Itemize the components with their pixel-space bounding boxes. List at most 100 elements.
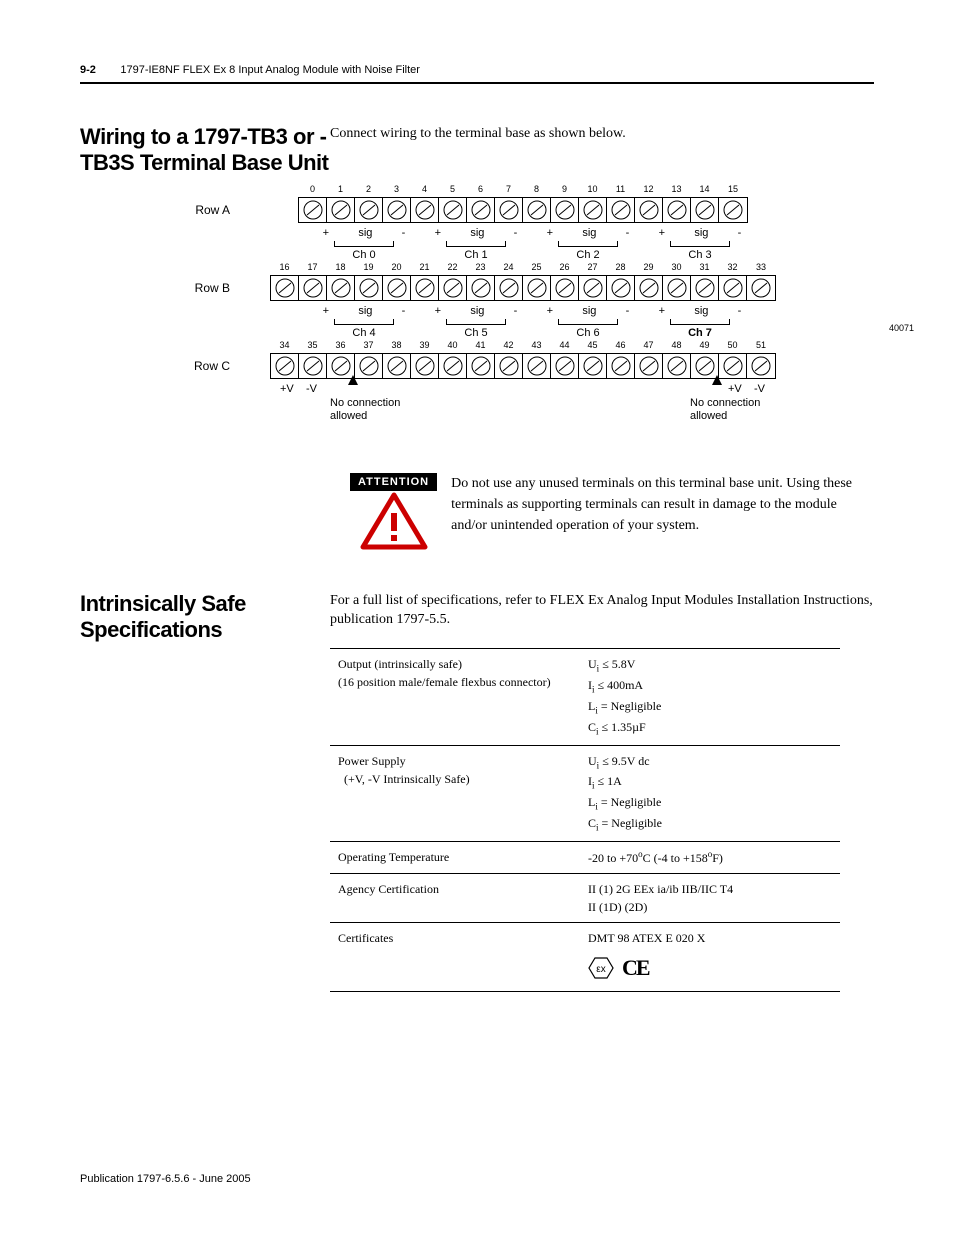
spec-value: Ui ≤ 9.5V dcIi ≤ 1ALi = NegligibleCi = N… bbox=[580, 745, 840, 842]
terminal: 0 bbox=[299, 198, 327, 222]
terminal: 11 bbox=[607, 198, 635, 222]
terminal: 38 bbox=[383, 354, 411, 378]
spec-value: DMT 98 ATEX E 020 XεxCE bbox=[580, 923, 840, 992]
section-title-wiring: Wiring to a 1797-TB3 or -TB3S Terminal B… bbox=[80, 124, 330, 177]
channel-label: Ch 5 bbox=[464, 327, 487, 339]
arrow-up-icon bbox=[348, 375, 358, 387]
terminal: 10 bbox=[579, 198, 607, 222]
sig-mark: sig bbox=[470, 227, 484, 239]
minusv-right: -V bbox=[754, 383, 765, 395]
terminal: 30 bbox=[663, 276, 691, 300]
sig-mark: sig bbox=[358, 305, 372, 317]
row-a-label: Row A bbox=[80, 203, 240, 217]
ce-mark-icon: CE bbox=[622, 951, 649, 984]
spec-table: Output (intrinsically safe)(16 position … bbox=[330, 648, 840, 992]
ex-mark-icon: εx bbox=[588, 956, 614, 980]
channel-group: + sig - Ch 2 bbox=[532, 227, 644, 261]
spec-value: II (1) 2G EEx ia/ib IIB/IIC T4II (1D) (2… bbox=[580, 874, 840, 923]
terminal: 19 bbox=[355, 276, 383, 300]
channel-group: +sig-Ch 4 bbox=[308, 305, 420, 339]
channel-label: Ch 2 bbox=[576, 249, 599, 261]
terminal: 6 bbox=[467, 198, 495, 222]
terminal: 45 bbox=[579, 354, 607, 378]
terminal: 28 bbox=[607, 276, 635, 300]
sig-mark: + bbox=[547, 305, 553, 317]
section-body-wiring: Connect wiring to the terminal base as s… bbox=[330, 124, 874, 177]
terminal: 43 bbox=[523, 354, 551, 378]
terminal: 47 bbox=[635, 354, 663, 378]
svg-text:εx: εx bbox=[596, 964, 605, 975]
terminal: 44 bbox=[551, 354, 579, 378]
sig-mark: - bbox=[626, 227, 630, 239]
terminal: 50 bbox=[719, 354, 747, 378]
terminal: 33 bbox=[747, 276, 775, 300]
attention-text: Do not use any unused terminals on this … bbox=[451, 473, 874, 536]
spec-value: -20 to +70oC (-4 to +158oF) bbox=[580, 842, 840, 874]
terminal: 51 bbox=[747, 354, 775, 378]
terminal: 24 bbox=[495, 276, 523, 300]
section-wiring: Wiring to a 1797-TB3 or -TB3S Terminal B… bbox=[80, 124, 874, 177]
no-conn-left: No connection allowed bbox=[330, 397, 410, 423]
attention-label: ATTENTION bbox=[350, 473, 437, 491]
diagram-code: 40071 bbox=[889, 323, 914, 333]
row-c-terminals: 343536373839404142434445464748495051 bbox=[270, 353, 776, 379]
channel-label: Ch 4 bbox=[352, 327, 375, 339]
sig-mark: sig bbox=[470, 305, 484, 317]
sig-mark: - bbox=[738, 227, 742, 239]
terminal: 32 bbox=[719, 276, 747, 300]
terminal: 21 bbox=[411, 276, 439, 300]
channel-label: Ch 1 bbox=[464, 249, 487, 261]
channel-group: +sig-Ch 0 bbox=[308, 227, 420, 261]
terminal: 16 bbox=[271, 276, 299, 300]
header-title: 1797-IE8NF FLEX Ex 8 Input Analog Module… bbox=[120, 64, 420, 76]
channel-label: Ch 6 bbox=[576, 327, 599, 339]
channel-label: Ch 3 bbox=[688, 249, 711, 261]
spec-value: Ui ≤ 5.8VIi ≤ 400mALi = NegligibleCi ≤ 1… bbox=[580, 648, 840, 745]
terminal: 40 bbox=[439, 354, 467, 378]
spec-label: Power Supply (+V, -V Intrinsically Safe) bbox=[330, 745, 580, 842]
terminal: 39 bbox=[411, 354, 439, 378]
plusv-left: +V bbox=[280, 383, 294, 395]
sig-mark: + bbox=[547, 227, 553, 239]
terminal: 15 bbox=[719, 198, 747, 222]
terminal: 22 bbox=[439, 276, 467, 300]
sig-mark: + bbox=[435, 227, 441, 239]
channel-group: +sig-Ch 6 bbox=[532, 305, 644, 339]
spec-label: Output (intrinsically safe)(16 position … bbox=[330, 648, 580, 745]
sig-mark: - bbox=[514, 305, 518, 317]
row-c-label: Row C bbox=[80, 359, 240, 373]
channel-label: Ch 7 bbox=[688, 327, 712, 339]
sig-mark: sig bbox=[582, 227, 596, 239]
table-row: CertificatesDMT 98 ATEX E 020 XεxCE bbox=[330, 923, 840, 992]
terminal: 4 bbox=[411, 198, 439, 222]
row-c-labels: +V -V +V -V No connection allowed No con… bbox=[250, 383, 874, 443]
section-title-specs: Intrinsically Safe Specifications bbox=[80, 591, 330, 992]
terminal-diagram: Row A 0123456789101112131415 +sig-Ch 0+s… bbox=[80, 197, 874, 443]
terminal: 2 bbox=[355, 198, 383, 222]
table-row: Output (intrinsically safe)(16 position … bbox=[330, 648, 840, 745]
terminal: 48 bbox=[663, 354, 691, 378]
channel-group: +sig-Ch 5 bbox=[420, 305, 532, 339]
terminal: 34 bbox=[271, 354, 299, 378]
page-header: 9-2 1797-IE8NF FLEX Ex 8 Input Analog Mo… bbox=[80, 60, 874, 84]
terminal: 26 bbox=[551, 276, 579, 300]
terminal: 18 bbox=[327, 276, 355, 300]
spec-table-body: Output (intrinsically safe)(16 position … bbox=[330, 648, 840, 991]
sig-mark: - bbox=[626, 305, 630, 317]
terminal: 5 bbox=[439, 198, 467, 222]
table-row: Agency CertificationII (1) 2G EEx ia/ib … bbox=[330, 874, 840, 923]
sig-mark: + bbox=[323, 305, 329, 317]
terminal: 31 bbox=[691, 276, 719, 300]
table-row: Power Supply (+V, -V Intrinsically Safe)… bbox=[330, 745, 840, 842]
spec-label: Certificates bbox=[330, 923, 580, 992]
row-b-sigs: +sig-Ch 4+sig-Ch 5+sig-Ch 6+sig-Ch 7 bbox=[308, 305, 874, 339]
arrow-up-icon bbox=[712, 375, 722, 387]
terminal: 29 bbox=[635, 276, 663, 300]
spec-label: Operating Temperature bbox=[330, 842, 580, 874]
channel-label: Ch 0 bbox=[352, 249, 375, 261]
terminal: 17 bbox=[299, 276, 327, 300]
attention-block: ATTENTION Do not use any unused terminal… bbox=[350, 473, 874, 551]
minusv-left: -V bbox=[306, 383, 317, 395]
sig-mark: sig bbox=[694, 305, 708, 317]
publication-line: Publication 1797-6.5.6 - June 2005 bbox=[80, 1173, 251, 1185]
